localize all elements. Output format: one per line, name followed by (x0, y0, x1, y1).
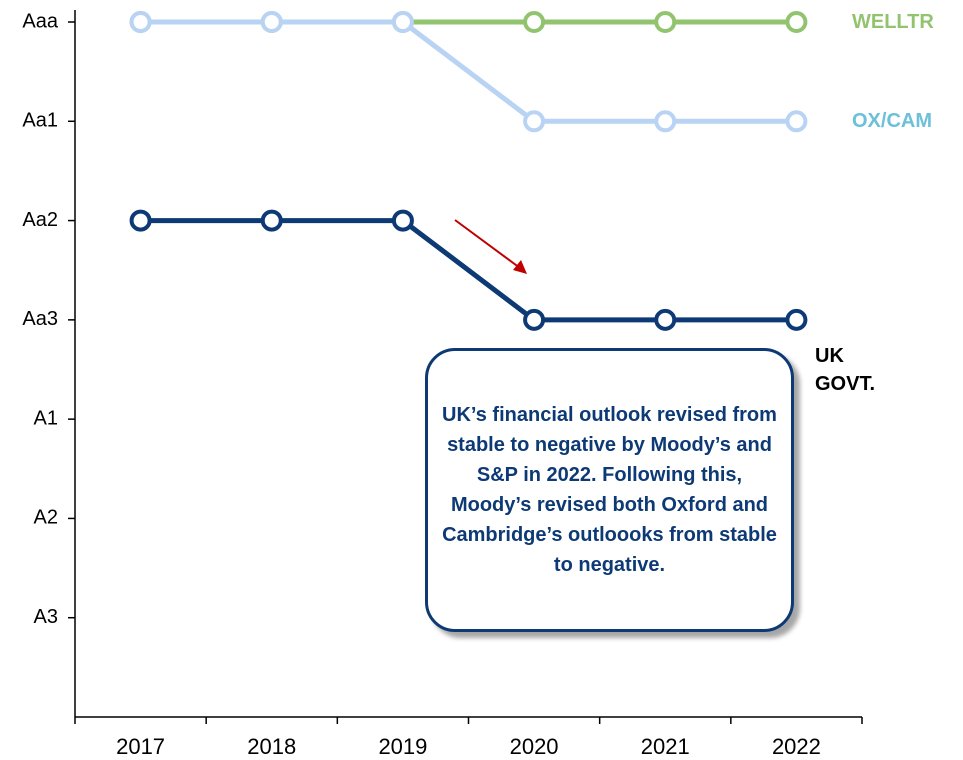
y-tick-label: Aa3 (22, 308, 58, 330)
marker (260, 11, 283, 33)
marker (391, 209, 414, 232)
x-tick-label: 2017 (116, 734, 165, 759)
marker (654, 11, 677, 33)
x-tick-label: 2022 (772, 734, 821, 759)
marker (785, 308, 808, 331)
marker (785, 11, 808, 33)
series-label: WELLTR (852, 11, 934, 33)
x-tick-label: 2021 (641, 734, 690, 759)
y-tick-label: Aa1 (22, 110, 58, 132)
y-tick-label: Aaa (22, 10, 58, 32)
y-tick-label: A1 (34, 407, 58, 429)
y-tick-label: A2 (34, 507, 58, 529)
series-line (140, 19, 797, 124)
marker (654, 110, 677, 133)
x-tick-label: 2020 (510, 734, 559, 759)
marker (523, 110, 546, 133)
marker (654, 308, 677, 331)
x-tick-label: 2018 (247, 734, 296, 759)
marker (785, 110, 808, 133)
marker (129, 209, 152, 232)
series-label: OX/CAM (852, 110, 932, 133)
marker (391, 11, 414, 33)
arrow (454, 219, 521, 269)
series-label: UK GOVT. (815, 344, 876, 395)
arrow-head (513, 260, 527, 274)
x-tick-label: 2019 (378, 734, 427, 759)
marker (260, 209, 283, 232)
marker (129, 11, 152, 33)
series-line (140, 218, 797, 323)
annotation: UK’s financial outlook revised from stab… (425, 348, 794, 632)
y-tick-label: Aa2 (22, 209, 58, 231)
y-tick-label: A3 (34, 606, 58, 628)
marker (523, 308, 546, 331)
marker (523, 11, 546, 33)
